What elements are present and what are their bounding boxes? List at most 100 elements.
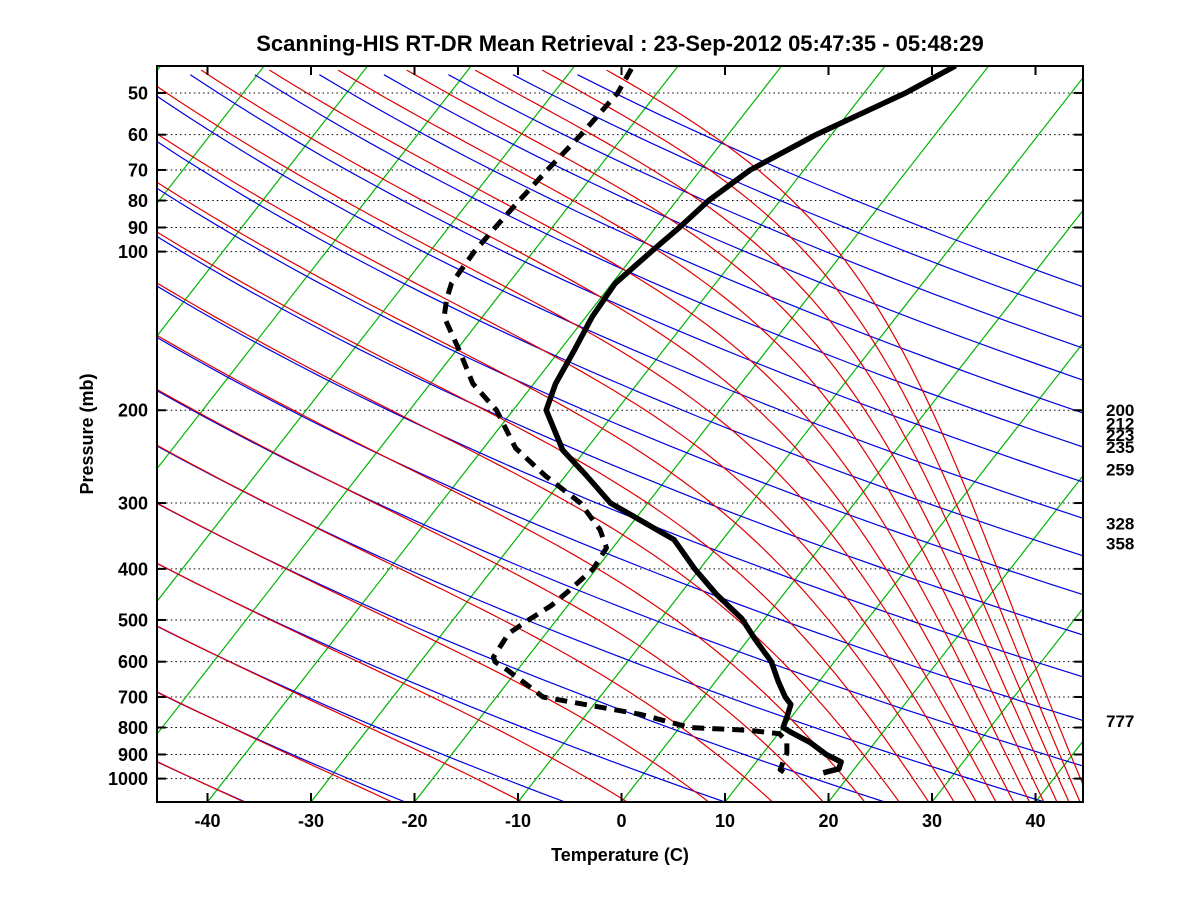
isotherm--20c bbox=[414, 66, 990, 802]
plot-border bbox=[156, 65, 1084, 803]
dry-adiabat-lines bbox=[0, 74, 1083, 803]
x-tick-label--40: -40 bbox=[194, 811, 220, 831]
dry-adiabat-theta-485 bbox=[448, 74, 1083, 349]
y-tick-labels: 50 60 70 80 90 100 200 300 400 500 600 700 800 900 100… bbox=[108, 83, 148, 789]
isotherm--10c bbox=[517, 76, 1083, 802]
moist-adiabat-thetae-275 bbox=[157, 562, 629, 802]
y-tick-label-400: 400 bbox=[118, 559, 148, 579]
y-tick-label-600: 600 bbox=[118, 652, 148, 672]
isotherm--80c bbox=[157, 66, 369, 337]
x-axis-title: Temperature (C) bbox=[551, 845, 689, 865]
moist-adiabat-thetae-335 bbox=[157, 334, 866, 802]
skewt-plot: 5060708090100200300400500600700800900100… bbox=[0, 65, 1134, 831]
isotherm--70c bbox=[157, 66, 472, 470]
dry-adiabat-theta-290 bbox=[157, 502, 887, 802]
right-pressure-label-212: 212 bbox=[1106, 415, 1134, 434]
sounding-curves bbox=[441, 66, 957, 776]
y-tick-label-90: 90 bbox=[128, 218, 148, 238]
moist-adiabat-thetae-485 bbox=[474, 69, 1070, 802]
x-tick-label-40: 40 bbox=[1025, 811, 1045, 831]
isotherm--60c bbox=[157, 66, 576, 603]
moist-adiabat-thetae-290 bbox=[157, 502, 710, 802]
y-tick-label-900: 900 bbox=[118, 745, 148, 765]
dry-adiabat-theta-275 bbox=[157, 562, 727, 802]
x-tick-label-20: 20 bbox=[818, 811, 838, 831]
dry-adiabat-theta-335 bbox=[157, 336, 1083, 722]
x-tick-label--20: -20 bbox=[401, 811, 427, 831]
temperature-curve bbox=[543, 66, 957, 776]
dry-adiabat-theta-320 bbox=[157, 389, 1083, 767]
y-tick-label-1000: 1000 bbox=[108, 769, 148, 789]
y-axis-title: Pressure (mb) bbox=[77, 373, 97, 494]
moist-adiabat-thetae-245 bbox=[157, 691, 394, 802]
dry-adiabat-theta-380 bbox=[157, 187, 1083, 596]
dry-adiabat-theta-410 bbox=[157, 95, 1083, 519]
right-pressure-label-328: 328 bbox=[1106, 514, 1134, 533]
x-tick-label--30: -30 bbox=[298, 811, 324, 831]
isotherm-30c bbox=[931, 607, 1083, 802]
right-pressure-label-200: 200 bbox=[1106, 401, 1134, 420]
moist-adiabat-thetae-515 bbox=[606, 69, 1083, 787]
right-pressure-label-358: 358 bbox=[1106, 534, 1134, 553]
y-tick-label-800: 800 bbox=[118, 718, 148, 738]
right-pressure-label-259: 259 bbox=[1106, 460, 1134, 479]
moist-adiabat-thetae-365 bbox=[157, 231, 930, 802]
dry-adiabat-theta-500 bbox=[512, 74, 1083, 318]
dewpoint-curve bbox=[441, 67, 790, 776]
y-tick-label-700: 700 bbox=[118, 687, 148, 707]
y-tick-label-80: 80 bbox=[128, 191, 148, 211]
isotherm-10c bbox=[724, 342, 1083, 802]
dry-adiabat-theta-455 bbox=[319, 74, 1083, 414]
dry-adiabat-theta-425 bbox=[189, 74, 1083, 483]
y-tick-label-70: 70 bbox=[128, 160, 148, 180]
dry-adiabat-theta-440 bbox=[254, 74, 1083, 448]
isotherm-0c bbox=[621, 209, 1083, 802]
moist-adiabat-thetae-380 bbox=[157, 181, 955, 802]
dry-adiabat-theta-245 bbox=[157, 691, 407, 802]
dry-adiabat-theta-350 bbox=[157, 285, 1083, 678]
x-tick-label--10: -10 bbox=[505, 811, 531, 831]
right-pressure-label-777: 777 bbox=[1106, 712, 1134, 731]
moist-adiabat-thetae-350 bbox=[157, 282, 900, 802]
dry-adiabat-theta-305 bbox=[157, 445, 1047, 802]
moist-adiabat-thetae-215 bbox=[0, 70, 88, 802]
moist-adiabat-thetae-470 bbox=[406, 69, 1058, 802]
dry-adiabat-theta-470 bbox=[383, 74, 1083, 381]
moist-adiabat-thetae-425 bbox=[200, 69, 1015, 802]
moist-adiabat-thetae-440 bbox=[269, 69, 1031, 802]
y-tick-label-200: 200 bbox=[118, 401, 148, 421]
isotherm-20c bbox=[828, 474, 1083, 802]
dry-adiabat-theta-260 bbox=[157, 625, 567, 802]
background-line-families bbox=[0, 66, 1083, 803]
dry-adiabat-theta-515 bbox=[577, 74, 1083, 288]
x-tick-labels: -40 -30 -20 -10 0 10 20 30 40 bbox=[194, 811, 1045, 831]
x-tick-label-10: 10 bbox=[715, 811, 735, 831]
y-tick-label-300: 300 bbox=[118, 494, 148, 514]
moist-adiabat-thetae-500 bbox=[541, 69, 1081, 802]
dry-adiabat-theta-215 bbox=[0, 75, 87, 803]
moist-adiabat-thetae-395 bbox=[157, 133, 978, 802]
axis-ticks bbox=[157, 66, 1083, 802]
moist-adiabat-lines bbox=[0, 69, 1083, 802]
moist-adiabat-thetae-455 bbox=[337, 69, 1045, 802]
y-tick-label-60: 60 bbox=[128, 125, 148, 145]
isotherm--90c bbox=[157, 66, 265, 205]
isotherm--30c bbox=[310, 66, 886, 802]
x-tick-label-30: 30 bbox=[922, 811, 942, 831]
dry-adiabat-theta-395 bbox=[157, 140, 1083, 557]
moist-adiabat-thetae-260 bbox=[157, 625, 524, 802]
right-pressure-label-223: 223 bbox=[1106, 426, 1134, 445]
isotherm--50c bbox=[157, 66, 679, 736]
moist-adiabat-thetae-320 bbox=[157, 388, 825, 802]
x-tick-label-0: 0 bbox=[616, 811, 626, 831]
moist-adiabat-thetae-305 bbox=[157, 444, 774, 802]
isotherm--40c bbox=[207, 66, 783, 802]
chart-title: Scanning-HIS RT-DR Mean Retrieval : 23-S… bbox=[256, 31, 984, 56]
moist-adiabat-thetae-410 bbox=[157, 85, 997, 802]
y-tick-label-50: 50 bbox=[128, 83, 148, 103]
right-pressure-label-235: 235 bbox=[1106, 438, 1134, 457]
dry-adiabat-theta-365 bbox=[157, 235, 1083, 636]
y-tick-label-100: 100 bbox=[118, 242, 148, 262]
